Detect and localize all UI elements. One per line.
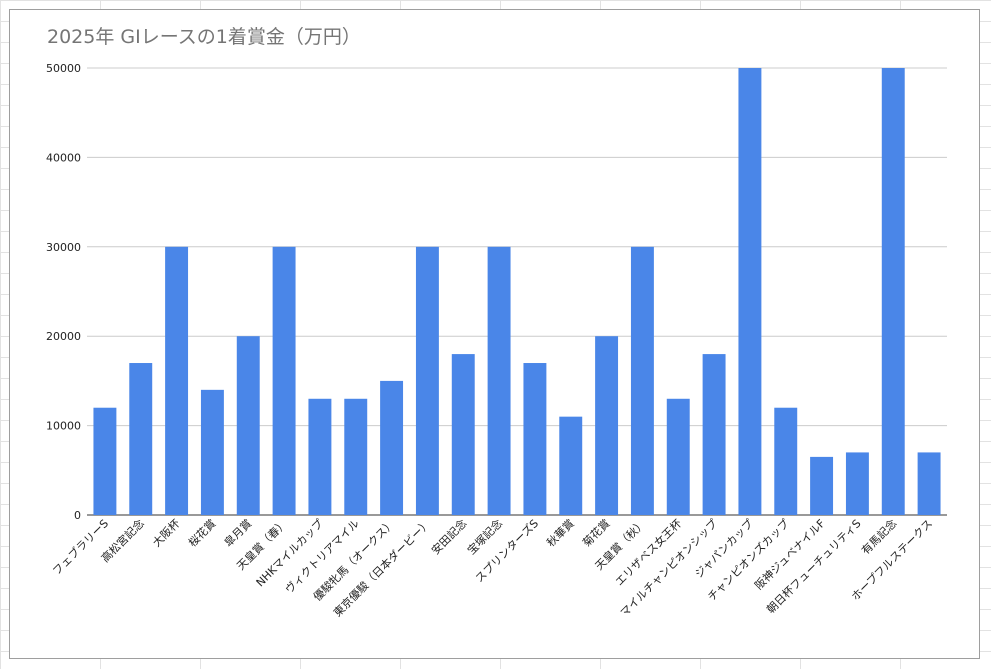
bar[interactable]: [415, 246, 439, 516]
x-tick-label: エリザベス女王杯: [612, 516, 684, 588]
y-tick-label: 20000: [46, 330, 81, 343]
bar[interactable]: [881, 68, 905, 515]
bar[interactable]: [236, 336, 260, 515]
bar[interactable]: [845, 452, 869, 515]
x-tick-label: 安田記念: [428, 516, 469, 557]
x-tick-label: 菊花賞: [580, 517, 613, 550]
bar[interactable]: [595, 336, 619, 515]
bar[interactable]: [380, 380, 404, 515]
bar[interactable]: [487, 246, 511, 516]
bar[interactable]: [200, 389, 224, 515]
y-tick-label: 10000: [46, 420, 81, 433]
bar[interactable]: [129, 363, 153, 515]
bar[interactable]: [702, 354, 726, 515]
bar[interactable]: [810, 456, 834, 515]
x-tick-label: 桜花賞: [185, 516, 218, 549]
bar[interactable]: [451, 354, 475, 515]
bar[interactable]: [630, 246, 654, 516]
bar[interactable]: [738, 68, 762, 515]
y-tick-label: 30000: [46, 241, 81, 254]
x-tick-label: スプリンターズS: [472, 516, 541, 585]
bar[interactable]: [666, 398, 690, 515]
bar[interactable]: [523, 363, 547, 515]
bar[interactable]: [559, 416, 583, 515]
y-tick-label: 0: [74, 509, 81, 522]
chart-title: 2025年 GIレースの1着賞金（万円）: [47, 26, 361, 48]
y-tick-label: 50000: [46, 62, 81, 75]
chart-card: 2025年 GIレースの1着賞金（万円） 0 10000 20000 30000 400…: [9, 9, 980, 659]
x-tick-label: 秋華賞: [544, 516, 577, 549]
bar[interactable]: [774, 407, 798, 515]
bar[interactable]: [93, 407, 117, 515]
bar[interactable]: [308, 398, 332, 515]
bar[interactable]: [344, 398, 368, 515]
x-tick-label: 大阪杯: [149, 516, 182, 549]
bar[interactable]: [165, 246, 189, 516]
bar[interactable]: [917, 452, 941, 515]
y-tick-label: 40000: [46, 151, 81, 164]
x-tick-label: 皐月賞: [221, 516, 254, 549]
bar[interactable]: [272, 246, 296, 516]
x-tick-label: フェブラリーS: [50, 516, 112, 578]
